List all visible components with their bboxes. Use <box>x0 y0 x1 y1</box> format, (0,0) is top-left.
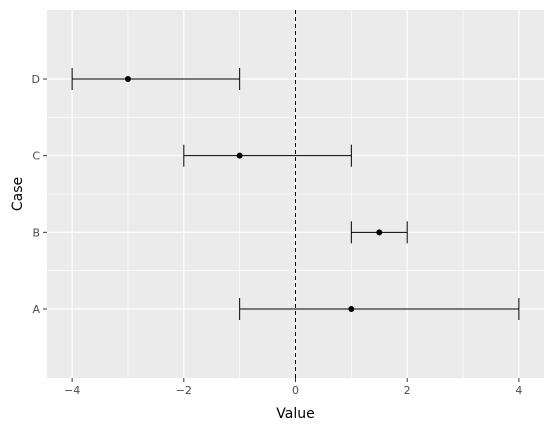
x-tick-label: −4 <box>64 384 80 397</box>
y-tick-label: B <box>32 226 40 239</box>
data-points <box>124 76 383 312</box>
x-tick-label: 4 <box>515 384 522 397</box>
point-A <box>348 306 355 312</box>
x-tick-label: 0 <box>292 384 299 397</box>
y-tick-label: A <box>32 303 40 316</box>
y-axis-ticks: A B C D <box>32 73 47 316</box>
x-axis-ticks: −4 −2 0 2 4 <box>64 378 522 397</box>
x-axis-title: Value <box>276 406 314 422</box>
x-tick-label: −2 <box>176 384 192 397</box>
y-axis-title: Case <box>10 177 26 211</box>
point-D <box>124 76 131 82</box>
point-C <box>236 152 243 159</box>
x-tick-label: 2 <box>404 384 411 397</box>
point-B <box>376 229 383 236</box>
y-tick-label: D <box>32 73 40 86</box>
y-tick-label: C <box>32 150 40 163</box>
